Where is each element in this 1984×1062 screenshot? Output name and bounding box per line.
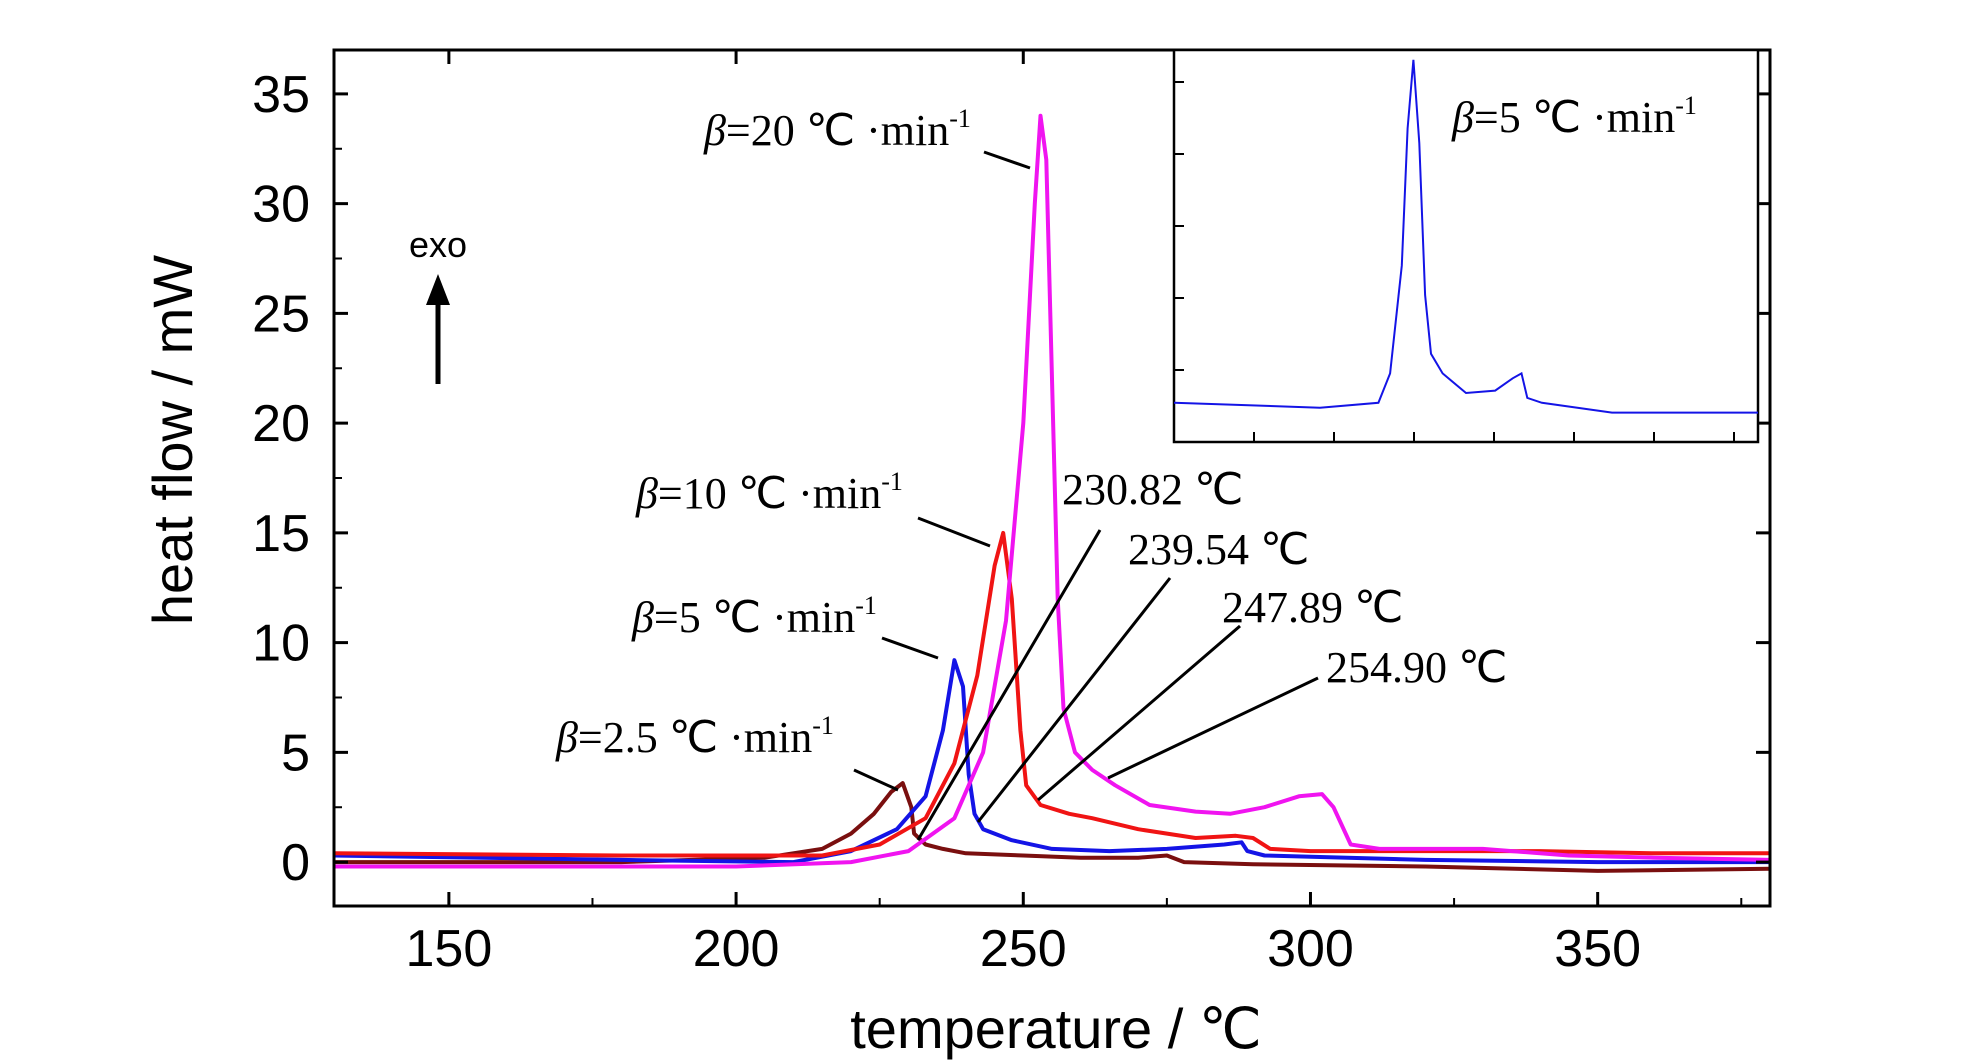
y-axis-title: heat flow / mW — [141, 255, 204, 625]
y-tick-label: 25 — [252, 285, 310, 343]
peak-leader-4 — [1107, 676, 1319, 780]
leader-line-2-5 — [853, 768, 899, 792]
y-tick-label: 0 — [281, 834, 310, 892]
leader-line-10 — [917, 516, 991, 548]
peak-annotation-4: 254.90 ℃ — [1326, 643, 1507, 692]
inset-chart: β=5 ℃ ·min-1 — [1172, 48, 1760, 444]
y-tick-label: 15 — [252, 505, 310, 563]
y-tick-label: 10 — [252, 615, 310, 673]
exo-label: exo — [409, 224, 467, 265]
series-label-20: β=20 ℃ ·min-1 — [703, 104, 971, 155]
x-tick-label: 350 — [1554, 920, 1641, 978]
peak-annotation-2: 239.54 ℃ — [1128, 525, 1309, 574]
inset-ticks — [1174, 81, 1735, 442]
inset-label: β=5 ℃ ·min-1 — [1451, 91, 1697, 142]
peak-leader-2 — [976, 577, 1172, 823]
inset-frame — [1172, 48, 1760, 444]
x-tick-label: 200 — [693, 920, 780, 978]
series-label-10: β=10 ℃ ·min-1 — [635, 467, 903, 518]
axes-layer: 150 200 250 300 350 0 5 10 15 20 25 30 35 — [252, 48, 1772, 978]
series-line-3 — [333, 530, 1770, 858]
leader-line-20 — [983, 150, 1031, 170]
x-tick-label: 250 — [980, 920, 1067, 978]
peak-annotation-1: 230.82 ℃ — [1062, 465, 1243, 514]
y-tick-label: 35 — [252, 66, 310, 124]
x-axis-title: temperature / ℃ — [850, 997, 1262, 1060]
y-tick-label: 30 — [252, 176, 310, 234]
leader-line-5 — [881, 636, 939, 660]
y-tick-label: 5 — [281, 724, 310, 782]
peak-leader-1 — [916, 529, 1102, 841]
exo-arrow-icon — [426, 274, 450, 384]
series-line-1 — [334, 781, 1771, 873]
series-label-5: β=5 ℃ ·min-1 — [631, 591, 877, 642]
x-tick-label: 300 — [1267, 920, 1354, 978]
x-tick-label: 150 — [405, 920, 492, 978]
series-line-2 — [333, 658, 1770, 865]
peak-annotation-3: 247.89 ℃ — [1222, 583, 1403, 632]
inset-series-line — [1173, 59, 1758, 414]
y-tick-label: 20 — [252, 395, 310, 453]
peak-leader-3 — [1037, 624, 1241, 802]
series-label-2-5: β=2.5 ℃ ·min-1 — [555, 711, 834, 762]
